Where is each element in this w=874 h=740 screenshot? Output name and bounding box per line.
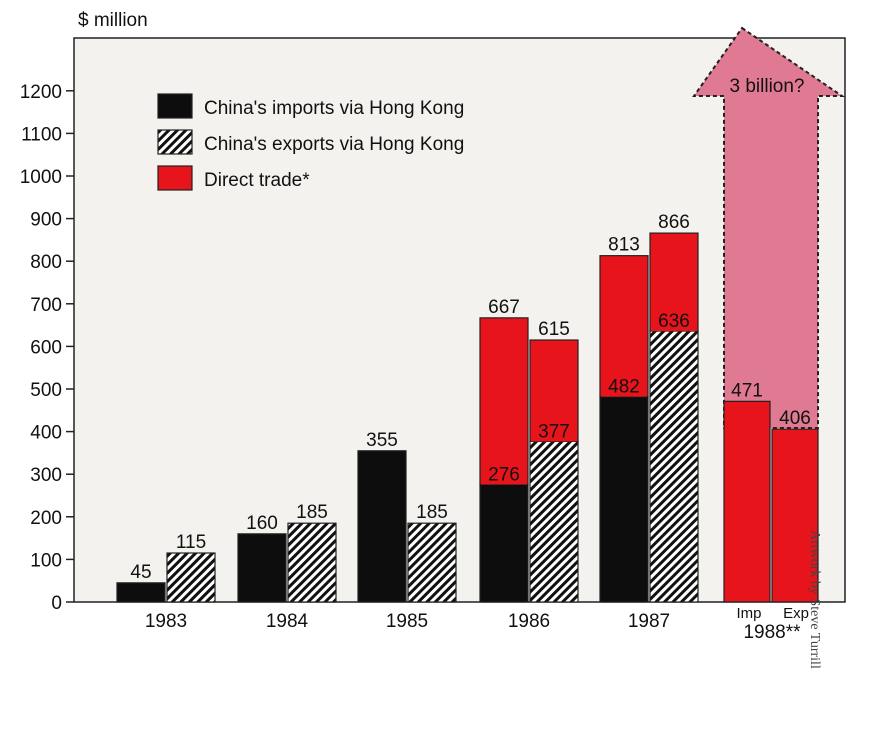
bar-1988-imports-direct bbox=[723, 400, 771, 603]
x-tick-label: 1984 bbox=[266, 611, 309, 632]
bar-exports-via-hk bbox=[287, 522, 337, 603]
data-label-bg bbox=[601, 374, 647, 397]
x-sublabel-exp: Exp bbox=[783, 605, 809, 622]
data-label: 185 bbox=[416, 502, 448, 523]
y-tick-label: 1000 bbox=[20, 167, 62, 188]
legend-label-exports: China's exports via Hong Kong bbox=[204, 134, 464, 155]
x-tick-label: 1983 bbox=[145, 611, 187, 632]
data-label: 615 bbox=[538, 319, 570, 340]
bar-exports-via-hk bbox=[649, 330, 699, 603]
chart-svg: $ million 0 100 200 300 400 500 600 700 800 900 10… bbox=[20, 10, 846, 640]
y-axis-label: $ million bbox=[78, 10, 148, 31]
data-label: 355 bbox=[366, 430, 398, 451]
y-tick-label: 800 bbox=[30, 252, 62, 273]
data-label-inner: 636 bbox=[658, 311, 690, 332]
projection-arrow bbox=[692, 26, 846, 429]
data-label-inner: 276 bbox=[488, 464, 520, 485]
bar-imports-via-hk bbox=[116, 582, 166, 603]
data-label: 45 bbox=[130, 562, 151, 583]
projection-label: 3 billion? bbox=[730, 76, 805, 97]
bars-layer: 45 115 1983 160 185 1984 355 185 1985 667 276 615 37… bbox=[116, 212, 819, 640]
x-tick-label: 1986 bbox=[508, 611, 550, 632]
x-tick-label: 1987 bbox=[628, 611, 670, 632]
x-sublabel-imp: Imp bbox=[736, 605, 761, 622]
y-axis: 0 100 200 300 400 500 600 700 800 900 1000 1100 1200 bbox=[20, 82, 74, 614]
bar-1988-exports-direct bbox=[771, 428, 819, 603]
legend-swatch-exports bbox=[157, 129, 193, 155]
chart-figure: $ million 0 100 200 300 400 500 600 700 800 900 10… bbox=[20, 10, 846, 669]
bar-imports-via-hk bbox=[599, 396, 649, 603]
legend-swatch-imports bbox=[157, 93, 193, 119]
x-tick-label-1988: 1988** bbox=[743, 622, 801, 640]
data-label-bg bbox=[481, 462, 527, 485]
x-tick-label: 1985 bbox=[386, 611, 428, 632]
y-tick-label: 1200 bbox=[20, 82, 62, 103]
y-tick-label: 200 bbox=[30, 508, 62, 529]
data-label-inner: 377 bbox=[538, 421, 570, 442]
bar-imports-direct bbox=[599, 255, 649, 398]
y-tick-label: 100 bbox=[30, 550, 62, 571]
bar-exports-via-hk bbox=[529, 440, 579, 603]
y-tick-label: 900 bbox=[30, 210, 62, 231]
bar-imports-via-hk bbox=[237, 533, 287, 603]
y-tick-label: 600 bbox=[30, 337, 62, 358]
y-tick-label: 1100 bbox=[21, 124, 62, 145]
data-label-bg bbox=[651, 309, 697, 332]
data-label: 813 bbox=[608, 235, 640, 256]
bar-exports-via-hk bbox=[407, 522, 457, 603]
data-label-bg bbox=[531, 419, 577, 442]
data-label: 866 bbox=[658, 212, 690, 233]
data-label: 406 bbox=[779, 408, 811, 429]
data-label: 185 bbox=[296, 502, 328, 523]
legend-label-imports: China's imports via Hong Kong bbox=[204, 98, 464, 119]
y-tick-label: 400 bbox=[30, 423, 62, 444]
y-tick-label: 500 bbox=[30, 380, 62, 401]
plot-area bbox=[73, 37, 846, 603]
bar-exports-via-hk bbox=[166, 552, 216, 603]
y-tick-label: 700 bbox=[30, 295, 62, 316]
data-label-inner: 482 bbox=[608, 377, 640, 398]
legend-label-direct: Direct trade* bbox=[204, 170, 310, 191]
bar-imports-via-hk bbox=[479, 483, 529, 603]
bar-imports-direct bbox=[479, 317, 529, 486]
y-tick-label: 0 bbox=[51, 593, 62, 614]
projection-arrow-layer: 3 billion? bbox=[692, 26, 846, 429]
artwork-credit: Artwork by Steve Turrill bbox=[807, 530, 822, 669]
legend: China's imports via Hong Kong China's exp… bbox=[157, 93, 464, 191]
data-label: 160 bbox=[246, 513, 278, 534]
y-tick-label: 300 bbox=[30, 465, 62, 486]
data-label: 115 bbox=[176, 532, 206, 553]
legend-swatch-direct bbox=[157, 165, 193, 191]
data-label: 667 bbox=[488, 297, 520, 318]
data-label: 471 bbox=[731, 380, 763, 401]
bar-imports-via-hk bbox=[357, 450, 407, 603]
